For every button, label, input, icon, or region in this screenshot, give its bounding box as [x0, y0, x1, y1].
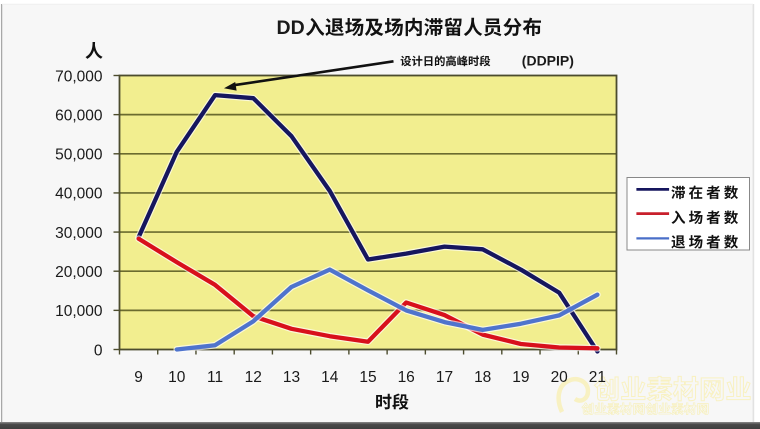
svg-text:19: 19: [512, 369, 529, 386]
svg-text:20: 20: [551, 369, 569, 386]
svg-text:12: 12: [245, 369, 262, 386]
svg-text:18: 18: [474, 369, 491, 386]
svg-text:10: 10: [168, 369, 186, 386]
svg-text:40,000: 40,000: [55, 186, 103, 203]
svg-text:11: 11: [207, 369, 223, 386]
svg-text:20,000: 20,000: [55, 264, 103, 281]
svg-text:9: 9: [134, 369, 143, 386]
svg-text:70,000: 70,000: [55, 68, 103, 85]
svg-text:15: 15: [359, 369, 376, 386]
svg-text:21: 21: [589, 369, 606, 386]
svg-text:30,000: 30,000: [55, 225, 103, 242]
svg-text:60,000: 60,000: [55, 107, 103, 124]
svg-text:13: 13: [283, 369, 300, 386]
svg-text:DD: DD: [277, 17, 305, 39]
svg-text:50,000: 50,000: [55, 147, 103, 164]
svg-text:14: 14: [321, 369, 339, 386]
svg-text:10,000: 10,000: [55, 303, 103, 320]
svg-text:16: 16: [398, 369, 415, 386]
svg-text:(DDPIP): (DDPIP): [522, 52, 574, 68]
svg-text:17: 17: [436, 369, 453, 386]
svg-text:0: 0: [94, 342, 103, 359]
